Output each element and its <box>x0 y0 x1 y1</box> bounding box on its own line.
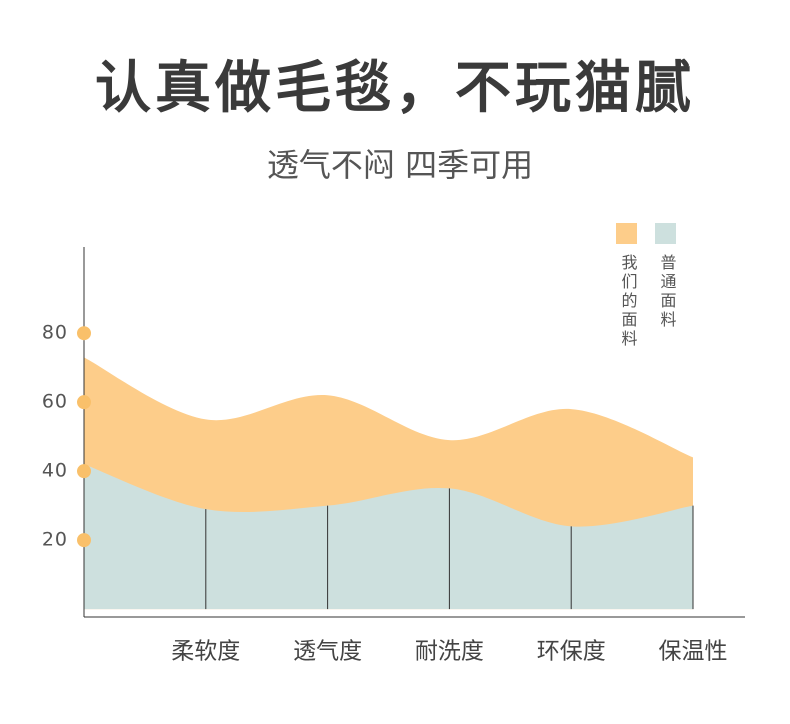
y-tick-label: 80 <box>42 322 68 344</box>
tick-dot <box>77 326 91 341</box>
x-tick-label: 保温性 <box>659 639 728 665</box>
y-tick-label: 40 <box>42 460 68 482</box>
legend-label: 普通面料 <box>658 254 677 330</box>
area <box>84 464 693 610</box>
x-tick-label: 柔软度 <box>171 639 240 665</box>
y-tick-label: 60 <box>42 391 68 413</box>
chart-subtitle: 透气不闷 四季可用 <box>267 146 533 184</box>
legend-swatch <box>616 223 637 244</box>
x-tick-label: 环保度 <box>537 639 606 665</box>
tick-dot <box>77 395 91 410</box>
tick-dot <box>77 533 91 548</box>
legend-swatch <box>655 223 676 244</box>
x-tick-label: 透气度 <box>293 639 362 665</box>
legend-label: 我们的面料 <box>619 254 638 349</box>
tick-dot <box>77 464 91 479</box>
chart-title: 认真做毛毯，不玩猫腻 <box>95 56 695 121</box>
x-tick-label: 耐洗度 <box>415 639 484 665</box>
y-tick-label: 20 <box>42 529 68 551</box>
